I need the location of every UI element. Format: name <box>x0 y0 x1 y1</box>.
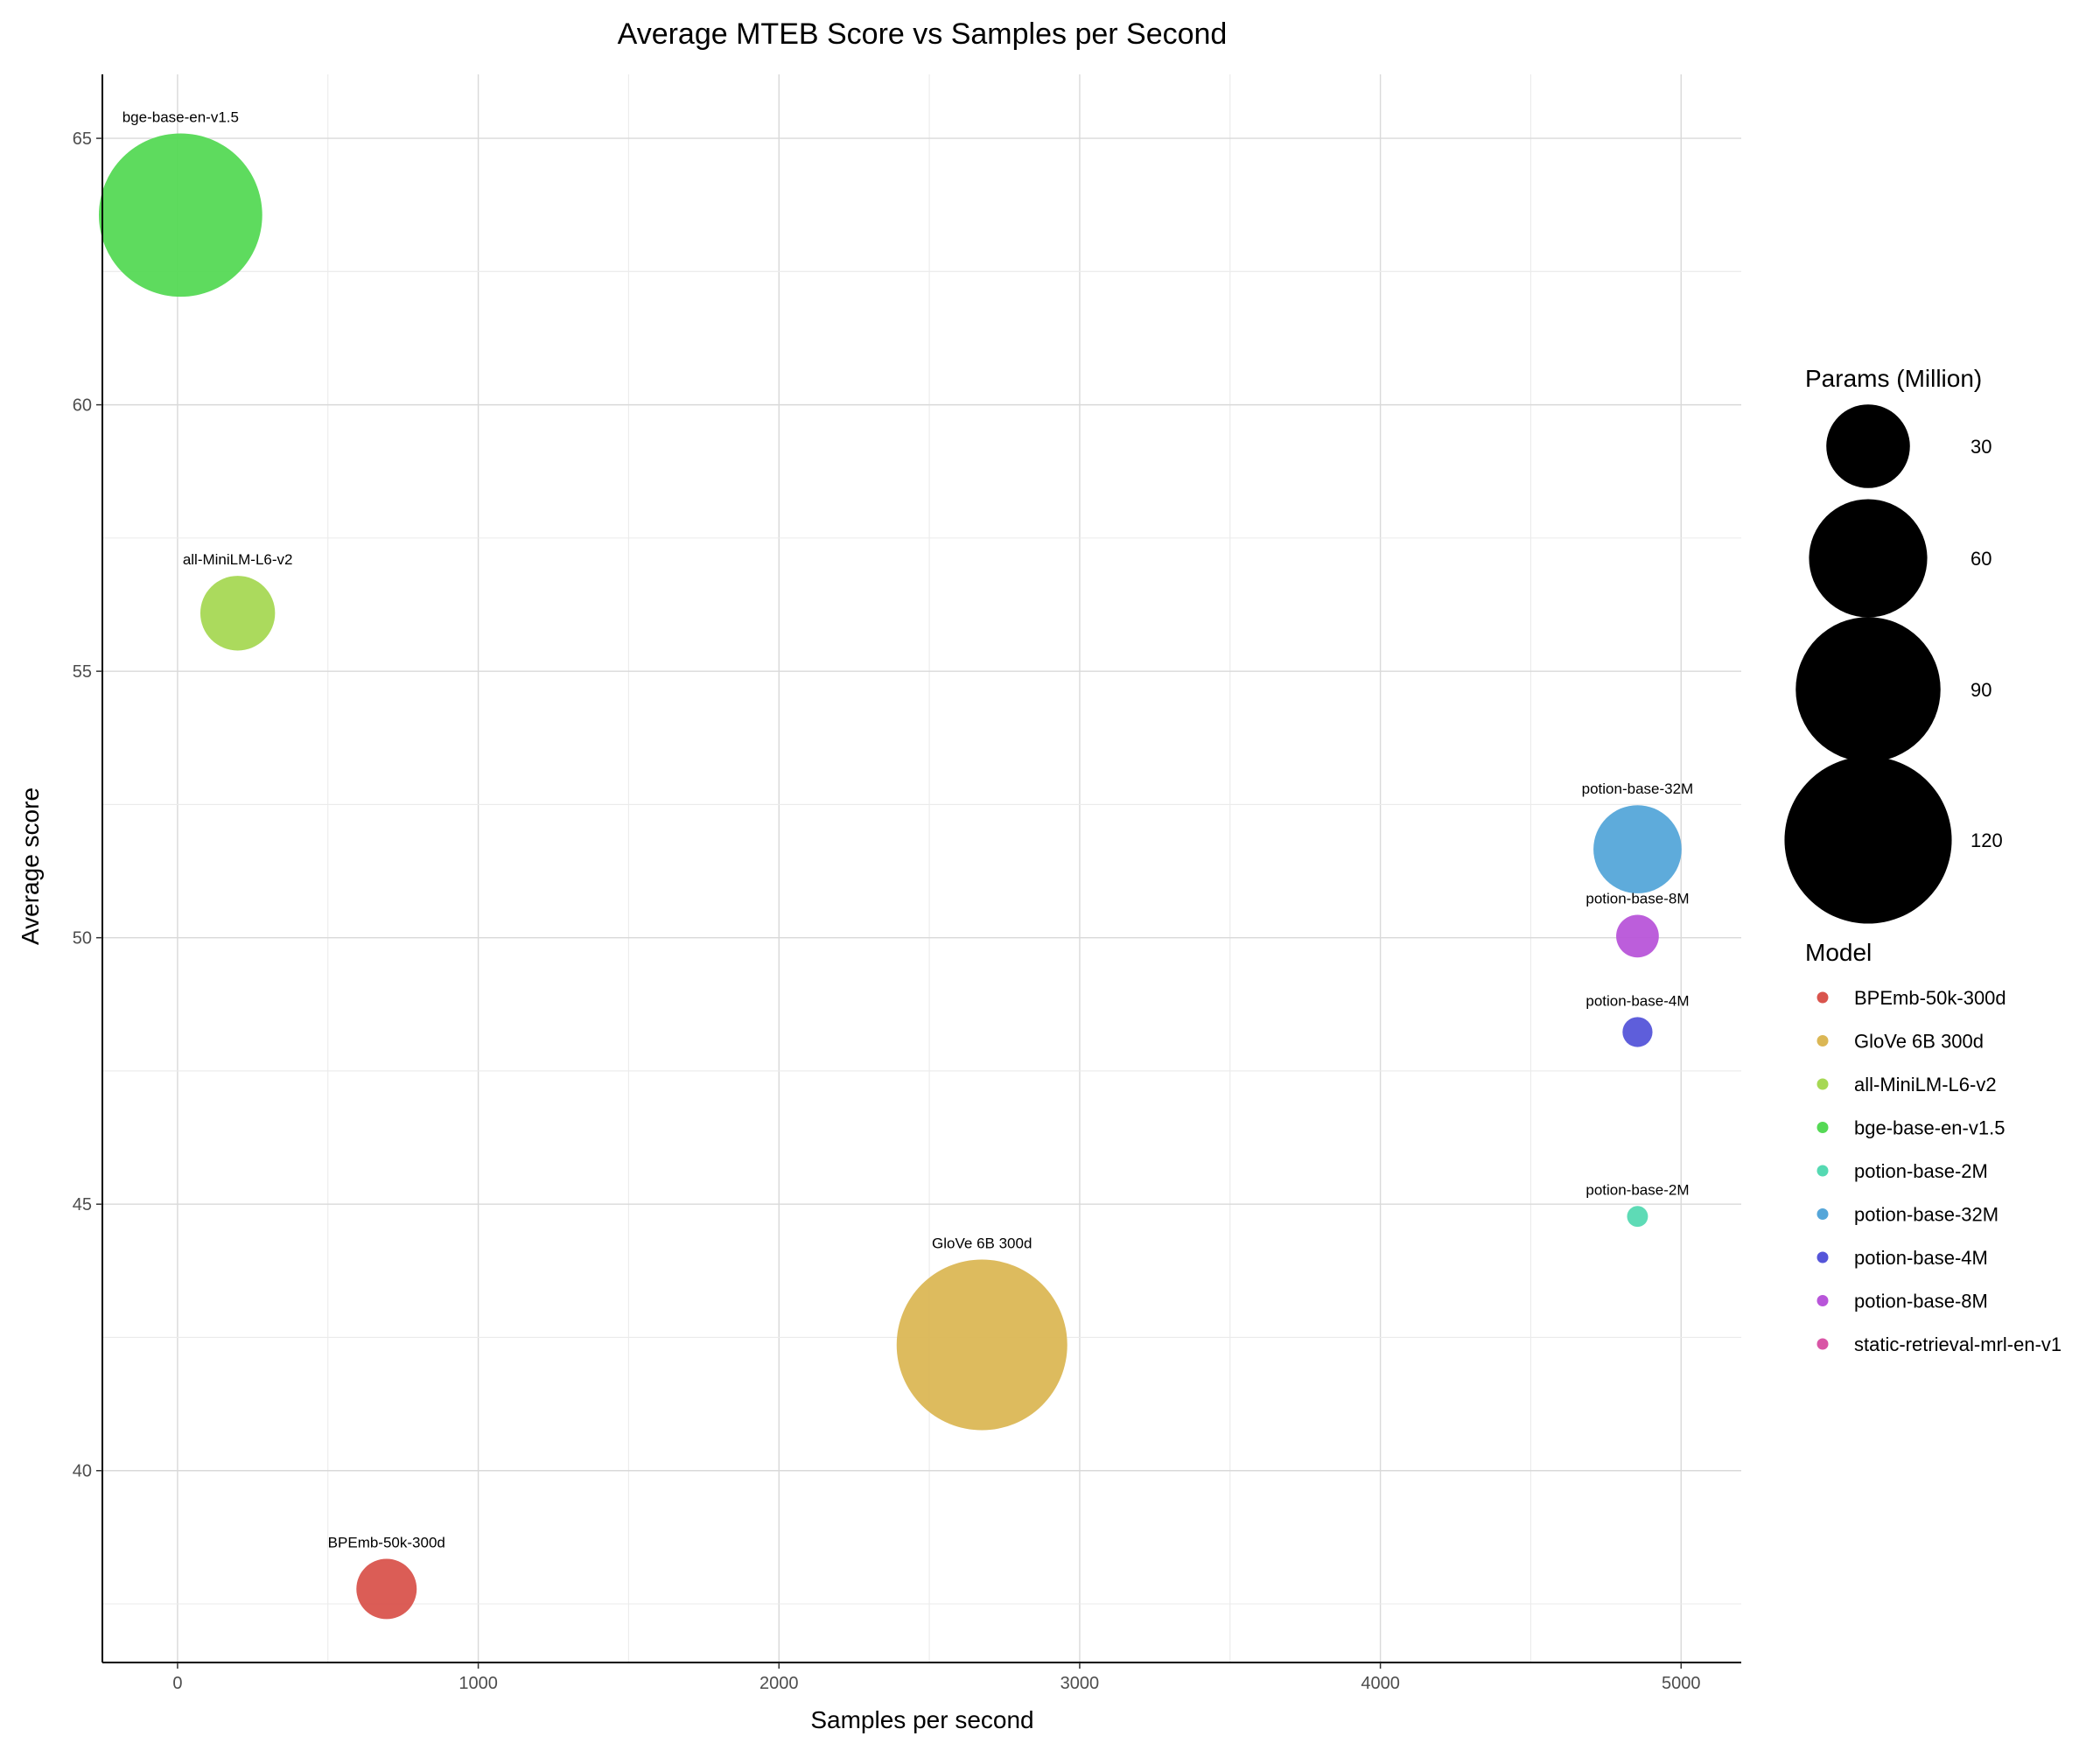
data-point <box>1593 805 1682 893</box>
size-legend-symbol <box>1826 404 1910 488</box>
axes: 0 1000 2000 3000 4000 5000 40 45 50 55 60 65 <box>73 74 1741 1693</box>
size-legend-symbol <box>1796 617 1941 762</box>
x-tick-label: 5000 <box>1662 1674 1701 1693</box>
chart-title: Average MTEB Score vs Samples per Second <box>618 18 1228 51</box>
x-axis-title: Samples per second <box>810 1706 1033 1733</box>
size-legend-items: 30 60 90 120 <box>1784 404 2003 924</box>
y-tick-label: 40 <box>73 1462 92 1481</box>
data-point <box>200 576 276 651</box>
color-legend-label: bge-base-en-v1.5 <box>1854 1117 2005 1139</box>
color-legend-label: potion-base-8M <box>1854 1291 1988 1312</box>
x-tick-label: 0 <box>172 1674 182 1693</box>
color-legend-label: potion-base-4M <box>1854 1247 1988 1269</box>
x-tick-label: 4000 <box>1361 1674 1400 1693</box>
color-legend-swatch <box>1816 1078 1829 1090</box>
point-label: potion-base-2M <box>1586 1181 1689 1198</box>
color-legend-items: BPEmb-50k-300d GloVe 6B 300d all-MiniLM-L6… <box>1816 987 2062 1355</box>
color-legend-swatch <box>1816 1251 1829 1264</box>
y-tick-label: 60 <box>73 396 92 416</box>
point-label: potion-base-32M <box>1582 780 1694 797</box>
point-labels: bge-base-en-v1.5 all-MiniLM-L6-v2 potion-b… <box>122 108 1694 1550</box>
color-legend-label: potion-base-32M <box>1854 1204 1998 1226</box>
size-legend-label: 120 <box>1970 830 2003 851</box>
size-legend-label: 60 <box>1970 548 1992 570</box>
color-legend-label: potion-base-2M <box>1854 1160 1988 1182</box>
y-axis-title: Average score <box>17 788 44 945</box>
color-legend-swatch <box>1816 1295 1829 1306</box>
color-legend-label: static-retrieval-mrl-en-v1 <box>1854 1334 2062 1355</box>
color-legend-swatch <box>1816 1035 1829 1046</box>
color-legend-label: GloVe 6B 300d <box>1854 1031 1984 1053</box>
color-legend-swatch <box>1816 1122 1829 1133</box>
data-points <box>99 133 1682 1620</box>
data-point <box>1616 914 1659 958</box>
size-legend-symbol <box>1809 499 1928 618</box>
y-tick-label: 65 <box>73 130 92 149</box>
point-label: potion-base-4M <box>1586 992 1689 1009</box>
color-legend-label: all-MiniLM-L6-v2 <box>1854 1074 1997 1096</box>
x-tick-label: 2000 <box>760 1674 799 1693</box>
point-label: BPEmb-50k-300d <box>328 1534 445 1550</box>
x-tick-label: 3000 <box>1060 1674 1100 1693</box>
y-tick-label: 45 <box>73 1195 92 1214</box>
color-legend-swatch <box>1816 1338 1829 1350</box>
data-point <box>896 1259 1068 1431</box>
data-point <box>1627 1206 1648 1228</box>
y-tick-label: 50 <box>73 929 92 948</box>
y-tick-label: 55 <box>73 662 92 682</box>
data-point <box>99 133 262 298</box>
color-legend-label: BPEmb-50k-300d <box>1854 987 2006 1009</box>
color-legend-swatch <box>1816 991 1829 1004</box>
x-tick-label: 1000 <box>458 1674 498 1693</box>
color-legend-title: Model <box>1805 939 1872 966</box>
point-label: all-MiniLM-L6-v2 <box>183 551 293 568</box>
data-point <box>1622 1017 1653 1047</box>
size-legend-label: 30 <box>1970 436 1992 458</box>
size-legend-label: 90 <box>1970 679 1992 701</box>
size-legend-symbol <box>1784 756 1952 924</box>
point-label: GloVe 6B 300d <box>932 1236 1032 1252</box>
color-legend-swatch <box>1816 1165 1829 1177</box>
grid <box>102 74 1741 1662</box>
data-point <box>356 1558 417 1620</box>
point-label: bge-base-en-v1.5 <box>122 108 239 125</box>
point-label: potion-base-8M <box>1586 890 1689 906</box>
color-legend-swatch <box>1816 1208 1829 1220</box>
size-legend-title: Params (Million) <box>1805 365 1982 392</box>
legend: Params (Million) 30 60 90 120 Model BPEmb-5… <box>1784 365 2062 1355</box>
